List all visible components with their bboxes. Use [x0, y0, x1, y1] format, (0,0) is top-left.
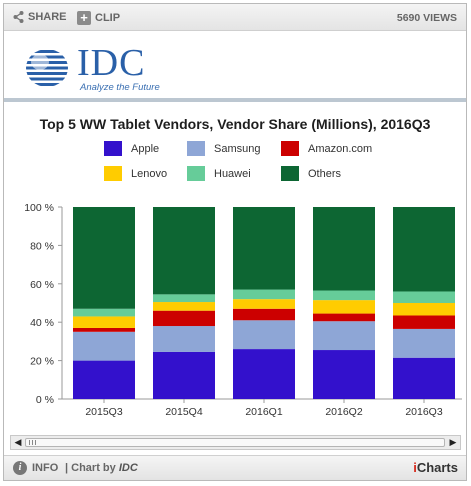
plus-icon: + [77, 11, 91, 25]
legend-item-lenovo[interactable]: Lenovo [104, 166, 167, 181]
bar-segment-apple[interactable] [313, 350, 375, 399]
x-tick-label: 2016Q3 [405, 406, 443, 418]
bar-segment-others[interactable] [313, 207, 375, 291]
share-button[interactable]: SHARE [13, 11, 67, 23]
grip-line [29, 440, 30, 445]
bar-segment-apple[interactable] [153, 351, 215, 399]
stacked-bar-chart: 0 % 20 % 40 % 60 % 80 % 100 % 2015Q3 2015Q4 2016… [24, 202, 462, 418]
scroll-left-arrow-icon[interactable]: ◀ [14, 437, 22, 447]
bar-segment-samsung[interactable] [73, 331, 135, 361]
legend-swatch [104, 166, 122, 181]
legend-item-amazon-com[interactable]: Amazon.com [281, 141, 372, 156]
bar-segment-amazon-com[interactable] [73, 327, 135, 332]
info-button[interactable]: i INFO [13, 461, 58, 475]
idc-globe-logo-icon [26, 49, 68, 87]
bar-segment-samsung[interactable] [393, 328, 455, 358]
logo-band: IDC Analyze the Future [4, 31, 466, 102]
bar-segment-apple[interactable] [393, 357, 455, 399]
legend-swatch [281, 166, 299, 181]
legend-label: Others [308, 167, 342, 180]
chart-by-credit: | Chart by IDC [65, 462, 138, 474]
share-icon [13, 11, 24, 23]
legend-label: Apple [131, 142, 160, 155]
chart-title: Top 5 WW Tablet Vendors, Vendor Share (M… [39, 116, 431, 132]
legend-swatch [104, 141, 122, 156]
bar-segment-amazon-com[interactable] [393, 315, 455, 329]
legend-label: Samsung [214, 142, 261, 155]
y-tick-label: 60 % [30, 279, 54, 291]
x-tick-label: 2016Q1 [245, 406, 283, 418]
x-tick-label: 2016Q2 [325, 406, 363, 418]
y-tick-label: 100 % [24, 202, 54, 214]
bar-segment-lenovo[interactable] [313, 300, 375, 314]
idc-tagline: Analyze the Future [80, 82, 160, 93]
y-tick-label: 80 % [30, 240, 54, 252]
bar-segment-huawei[interactable] [153, 294, 215, 303]
bar-segment-others[interactable] [393, 207, 455, 292]
legend-label: Huawei [214, 167, 251, 180]
legend-label: Lenovo [131, 167, 168, 180]
legend-label: Amazon.com [308, 142, 373, 155]
chart-legend: Apple Samsung Amazon.com Lenovo Huawei Others [4, 141, 466, 185]
scroll-right-arrow-icon[interactable]: ▶ [449, 437, 457, 447]
bar-segment-amazon-com[interactable] [313, 313, 375, 322]
bar-segment-huawei[interactable] [393, 291, 455, 303]
bar-segment-samsung[interactable] [233, 320, 295, 350]
bar-segment-amazon-com[interactable] [153, 310, 215, 327]
top-toolbar: SHARE + CLIP 5690 VIEWS [4, 4, 466, 31]
chart-widget: SHARE + CLIP 5690 VIEWS IDC [3, 3, 467, 481]
bar-segment-lenovo[interactable] [233, 299, 295, 309]
y-tick-label: 40 % [30, 317, 54, 329]
y-tick-label: 0 % [36, 394, 54, 406]
legend-item-huawei[interactable]: Huawei [187, 166, 251, 181]
legend-swatch [187, 166, 205, 181]
scrollbar-thumb[interactable] [25, 438, 445, 447]
bar-segment-others[interactable] [233, 207, 295, 290]
bar-segment-lenovo[interactable] [73, 316, 135, 328]
bar-segment-samsung[interactable] [313, 321, 375, 351]
bar-segment-lenovo[interactable] [153, 302, 215, 311]
x-tick-label: 2015Q4 [165, 406, 203, 418]
bar-segment-samsung[interactable] [153, 326, 215, 352]
icharts-rest: Charts [416, 460, 458, 475]
bar-segment-others[interactable] [73, 207, 135, 309]
bar-segment-apple[interactable] [233, 349, 295, 399]
legend-swatch [281, 141, 299, 156]
bar-segment-lenovo[interactable] [393, 303, 455, 316]
share-label: SHARE [28, 11, 67, 23]
chart-by-label: | Chart by [65, 462, 116, 474]
legend-item-apple[interactable]: Apple [104, 141, 159, 156]
bar-segment-amazon-com[interactable] [233, 308, 295, 321]
bar-segment-huawei[interactable] [313, 290, 375, 301]
info-label: INFO [32, 462, 59, 474]
legend-item-others[interactable]: Others [281, 166, 341, 181]
grip-line [35, 440, 36, 445]
bottom-toolbar: i INFO | Chart by IDC iCharts [4, 455, 466, 480]
chart-by-brand: IDC [118, 462, 138, 474]
grip-line [32, 440, 33, 445]
info-icon: i [13, 461, 27, 475]
clip-button[interactable]: + CLIP [77, 11, 120, 25]
y-tick-label: 20 % [30, 356, 54, 368]
icharts-logo-link[interactable]: iCharts [413, 460, 458, 475]
bar-segment-huawei[interactable] [73, 308, 135, 317]
bar-segment-huawei[interactable] [233, 289, 295, 300]
clip-label: CLIP [95, 12, 121, 24]
idc-logo-text: IDC [77, 42, 146, 84]
legend-item-samsung[interactable]: Samsung [187, 141, 260, 156]
divider-stripe [4, 98, 466, 102]
bar-segment-apple[interactable] [73, 360, 135, 399]
x-tick-label: 2015Q3 [85, 406, 123, 418]
bar-segment-others[interactable] [153, 207, 215, 295]
icharts-i: i [413, 460, 417, 475]
views-count: 5690 VIEWS [396, 12, 457, 24]
legend-swatch [187, 141, 205, 156]
horizontal-scrollbar[interactable]: ◀ ▶ [10, 435, 461, 450]
